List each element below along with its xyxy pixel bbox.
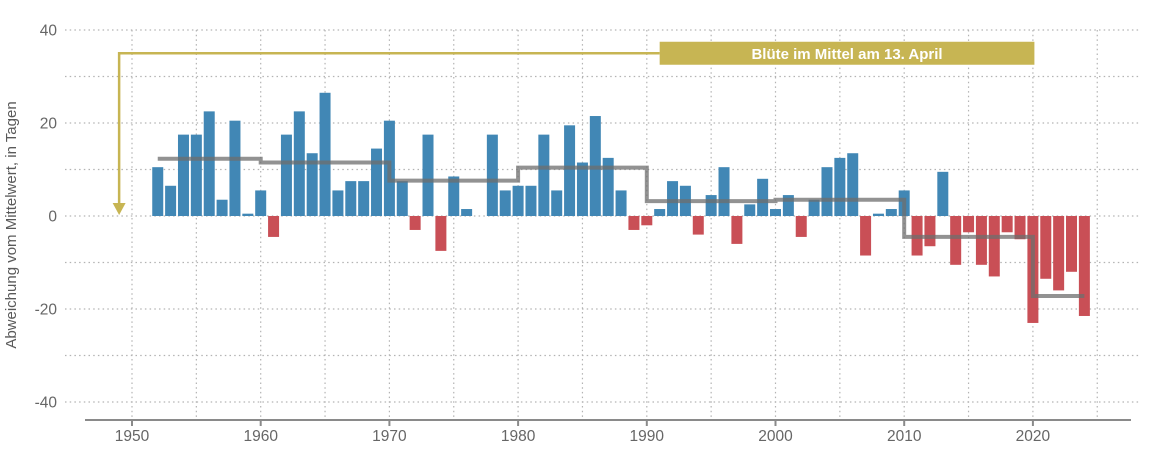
- bar-2001: [782, 195, 794, 216]
- bar-1952: [152, 167, 164, 216]
- bar-2007: [860, 216, 872, 256]
- bar-1974: [435, 216, 447, 251]
- x-tick-label-1960: 1960: [243, 428, 278, 445]
- bar-1972: [409, 216, 421, 230]
- bar-1966: [332, 190, 344, 216]
- bar-1978: [486, 134, 498, 216]
- bar-2017: [988, 216, 1000, 277]
- bar-1968: [358, 181, 370, 216]
- bar-1959: [242, 213, 254, 216]
- bar-2021: [1040, 216, 1052, 279]
- bar-1955: [190, 134, 202, 216]
- y-tick-label-20: 20: [40, 116, 58, 133]
- x-tick-label-2010: 2010: [887, 428, 922, 445]
- bar-1985: [576, 162, 588, 216]
- x-tick-label-1980: 1980: [501, 428, 536, 445]
- bars: [152, 92, 1090, 323]
- bar-1981: [525, 185, 537, 216]
- bar-2015: [963, 216, 975, 233]
- bar-2003: [808, 199, 820, 216]
- bar-2006: [847, 153, 859, 216]
- y-tick-labels: 40 20 0 -20 -40: [35, 23, 58, 412]
- bar-1956: [203, 111, 215, 216]
- bar-1975: [448, 176, 460, 216]
- bar-1999: [757, 178, 769, 216]
- bar-1979: [499, 190, 511, 216]
- x-tick-label-1950: 1950: [115, 428, 150, 445]
- bar-1987: [602, 157, 614, 216]
- y-tick-label-0: 0: [48, 209, 57, 226]
- bar-1992: [667, 181, 679, 216]
- bar-1962: [280, 134, 292, 216]
- bar-1957: [216, 199, 228, 216]
- bar-1976: [461, 209, 473, 216]
- decade-mean-step-line: [157, 156, 1085, 298]
- annotation-connector-line: [117, 52, 660, 203]
- bar-1954: [177, 134, 189, 216]
- bar-1996: [718, 167, 730, 216]
- bar-1983: [551, 190, 563, 216]
- bar-1961: [268, 216, 280, 237]
- x-tick-label-2020: 2020: [1016, 428, 1051, 445]
- bar-2014: [950, 216, 962, 265]
- bar-2009: [885, 209, 897, 216]
- bar-1964: [306, 153, 318, 216]
- bar-1971: [396, 181, 408, 216]
- bar-2013: [937, 171, 949, 216]
- bar-1958: [229, 120, 241, 216]
- bar-2023: [1066, 216, 1078, 272]
- bar-1973: [422, 134, 434, 216]
- bar-2018: [1001, 216, 1013, 233]
- bar-1989: [628, 216, 640, 230]
- bar-1960: [255, 190, 267, 216]
- bar-2002: [795, 216, 807, 237]
- bar-1980: [512, 185, 524, 216]
- bar-1988: [615, 190, 627, 216]
- y-tick-label--20: -20: [35, 302, 58, 319]
- x-tick-label-2000: 2000: [758, 428, 793, 445]
- y-tick-label-40: 40: [40, 23, 58, 40]
- bar-1995: [705, 195, 717, 216]
- bar-2005: [834, 157, 846, 216]
- annotation-banner-label: Blüte im Mittel am 13. April: [751, 46, 942, 63]
- annotation: Blüte im Mittel am 13. April: [112, 41, 1035, 215]
- bar-1997: [731, 216, 743, 244]
- bar-1965: [319, 92, 331, 216]
- x-tick-label-1970: 1970: [372, 428, 407, 445]
- bar-2008: [872, 213, 884, 216]
- bar-2016: [975, 216, 987, 265]
- bar-1994: [692, 216, 704, 235]
- bar-2022: [1053, 216, 1065, 291]
- bar-1967: [345, 181, 357, 216]
- bar-1982: [538, 134, 550, 216]
- bar-1969: [371, 148, 383, 216]
- x-axis: 1950 1960 1970 1980 1990 2000 2010 2020: [85, 419, 1131, 445]
- bar-1991: [654, 209, 666, 216]
- bar-2019: [1014, 216, 1026, 240]
- bar-2004: [821, 167, 833, 216]
- y-axis-title: Abweichung vom Mittelwert, in Tagen: [3, 101, 20, 348]
- bar-1953: [165, 185, 177, 216]
- y-tick-label--40: -40: [35, 395, 58, 412]
- x-tick-label-1990: 1990: [630, 428, 665, 445]
- annotation-banner: [659, 41, 1035, 65]
- bar-1984: [564, 125, 576, 216]
- x-gridlines: [131, 30, 1098, 420]
- bar-2000: [770, 209, 781, 216]
- annotation-arrowhead-icon: [112, 203, 126, 215]
- bar-1998: [744, 204, 756, 216]
- bar-1990: [641, 216, 653, 226]
- bar-2024: [1078, 216, 1090, 316]
- bar-2012: [924, 216, 936, 247]
